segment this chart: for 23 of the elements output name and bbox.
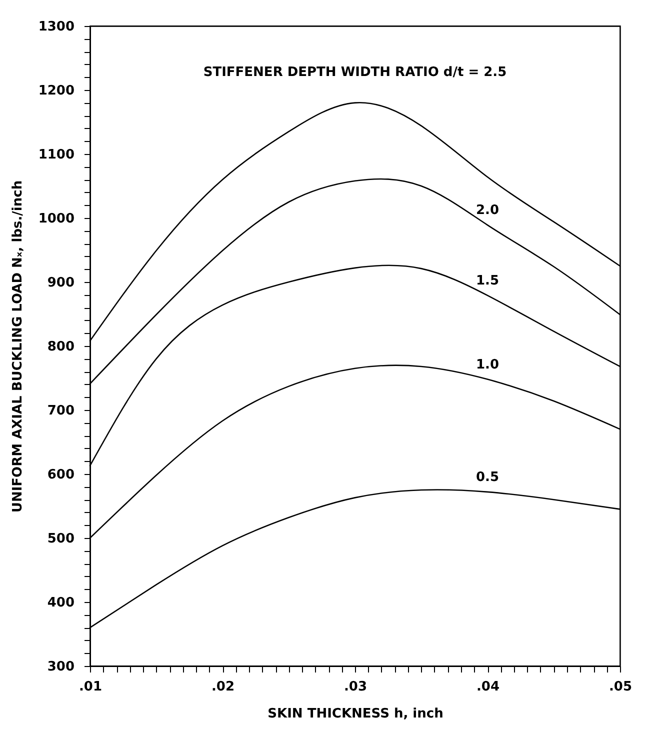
y-tick-label: 300 <box>47 660 74 674</box>
y-axis-title: UNIFORM AXIAL BUCKLING LOAD Nₓ, lbs./inch <box>10 180 26 513</box>
y-tick-label: 1200 <box>38 84 74 98</box>
x-axis-title: SKIN THICKNESS h, inch <box>268 706 444 722</box>
text: STIFFENER DEPTH WIDTH RATIO d/t = 2.5 <box>203 64 507 80</box>
x-tick-label: .05 <box>608 680 632 694</box>
x-tick-label: .01 <box>78 680 102 694</box>
x-tick-label: .02 <box>211 680 235 694</box>
y-tick-label: 500 <box>47 532 74 546</box>
y-tick-label: 800 <box>47 340 74 354</box>
y-tick-label: 900 <box>47 276 74 290</box>
series-label: 1.5 <box>476 273 500 288</box>
series-label: 2.0 <box>476 203 500 218</box>
series-label: 1.0 <box>476 357 500 372</box>
y-tick-label: 400 <box>47 596 74 610</box>
y-tick-label: 700 <box>47 404 74 418</box>
x-tick-label: .03 <box>344 680 368 694</box>
y-tick-label: 1000 <box>38 212 74 226</box>
y-tick-label: 600 <box>47 468 74 482</box>
x-tick-label: .04 <box>476 680 500 694</box>
series-label: 0.5 <box>476 470 500 485</box>
y-tick-label: 1300 <box>38 20 74 34</box>
y-tick-label: 1100 <box>38 148 74 162</box>
